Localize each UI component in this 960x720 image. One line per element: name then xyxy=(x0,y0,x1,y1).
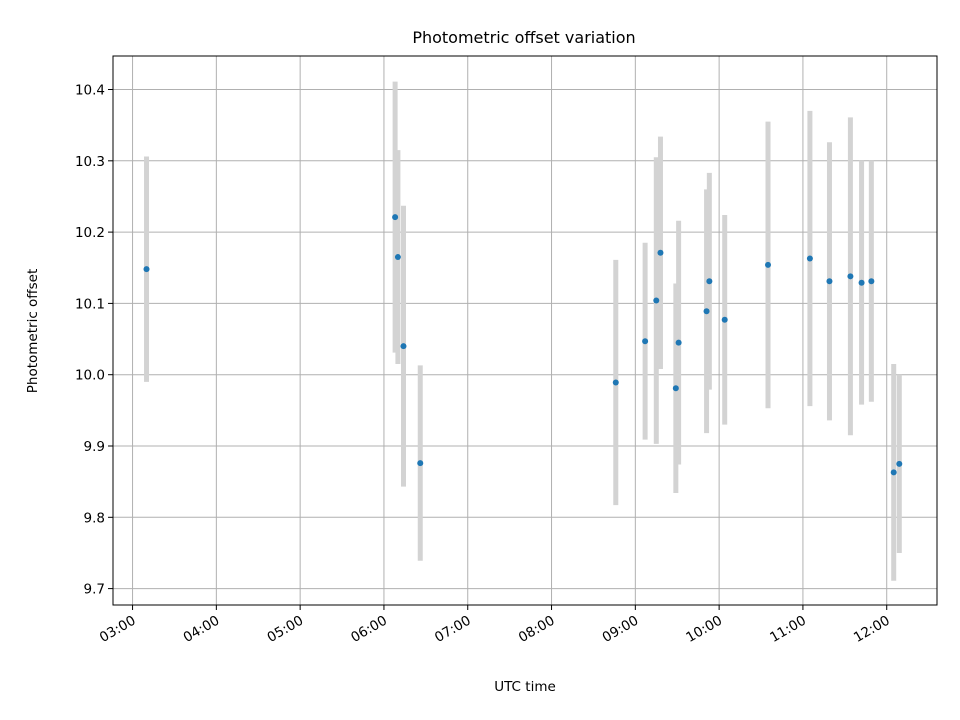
data-point xyxy=(826,278,833,285)
y-tick-label: 9.9 xyxy=(84,439,105,455)
x-axis-label: UTC time xyxy=(494,679,556,695)
y-tick-label: 10.1 xyxy=(75,296,105,312)
data-point xyxy=(400,343,407,350)
data-point xyxy=(858,279,865,286)
data-point xyxy=(847,273,854,280)
data-point xyxy=(706,278,713,285)
y-tick-label: 9.8 xyxy=(84,510,105,526)
data-point xyxy=(806,255,813,262)
y-tick-label: 10.2 xyxy=(75,225,105,241)
data-point xyxy=(890,469,897,476)
y-tick-label: 10.4 xyxy=(75,83,105,99)
data-point xyxy=(703,308,710,315)
data-point xyxy=(765,261,772,268)
chart-title: Photometric offset variation xyxy=(412,28,635,47)
data-point xyxy=(672,385,679,392)
y-tick-label: 10.0 xyxy=(75,368,105,384)
y-tick-label: 9.7 xyxy=(84,582,105,598)
data-point xyxy=(394,254,401,261)
data-point xyxy=(896,460,903,467)
data-point xyxy=(143,266,150,273)
data-point xyxy=(392,214,399,221)
y-tick-label: 10.3 xyxy=(75,154,105,170)
data-point xyxy=(657,249,664,256)
data-point xyxy=(721,316,728,323)
data-points xyxy=(143,214,903,476)
y-axis: 9.7 9.8 9.9 10.0 10.1 10.2 10.3 10.4 xyxy=(75,83,113,598)
grid xyxy=(113,56,937,605)
data-point xyxy=(612,379,619,386)
data-point xyxy=(675,339,682,346)
data-point xyxy=(417,460,424,467)
plot-frame xyxy=(112,55,938,606)
data-point xyxy=(653,297,660,304)
y-axis-label: Photometric offset xyxy=(25,269,41,393)
data-point xyxy=(868,278,875,285)
data-point xyxy=(642,338,649,345)
